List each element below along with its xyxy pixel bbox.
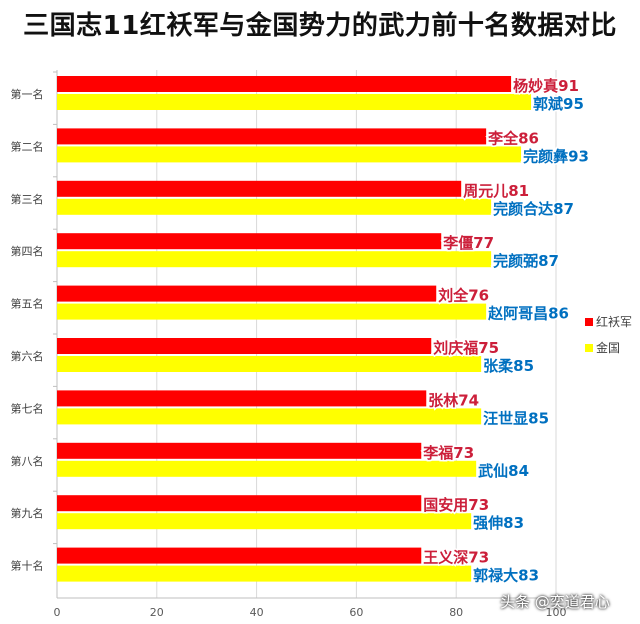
data-label: 周元儿81 bbox=[463, 182, 529, 200]
legend-swatch bbox=[585, 344, 593, 352]
category-label: 第一名 bbox=[11, 87, 44, 101]
x-tick-label: 40 bbox=[250, 606, 264, 619]
bar-red bbox=[57, 442, 422, 459]
data-label: 完颜合达87 bbox=[493, 200, 574, 218]
data-label: 王义深73 bbox=[423, 549, 489, 567]
data-label: 武仙84 bbox=[478, 462, 529, 480]
category-label: 第九名 bbox=[11, 506, 44, 520]
category-label: 第七名 bbox=[11, 401, 44, 415]
data-label: 国安用73 bbox=[423, 496, 489, 514]
category-label: 第四名 bbox=[11, 244, 44, 258]
data-label: 刘全76 bbox=[438, 287, 489, 305]
category-label: 第三名 bbox=[11, 192, 44, 206]
x-tick-label: 60 bbox=[349, 606, 363, 619]
data-label: 郭斌95 bbox=[533, 95, 584, 113]
legend-label: 金国 bbox=[596, 340, 620, 355]
x-tick-label: 80 bbox=[449, 606, 463, 619]
data-label: 强伸83 bbox=[473, 514, 524, 532]
data-label: 李僵77 bbox=[442, 234, 494, 252]
data-label: 郭禄大83 bbox=[473, 567, 539, 585]
bar-yellow bbox=[57, 565, 472, 582]
data-label: 李全86 bbox=[487, 129, 539, 147]
x-tick-label: 20 bbox=[150, 606, 164, 619]
bar-red bbox=[57, 233, 442, 250]
bar-red bbox=[57, 495, 422, 512]
legend-swatch bbox=[585, 318, 593, 326]
bar-yellow bbox=[57, 513, 472, 530]
category-label: 第五名 bbox=[11, 297, 44, 311]
bar-yellow bbox=[57, 356, 482, 372]
bar-yellow bbox=[57, 94, 532, 110]
chart-title: 三国志11红袄军与金国势力的武力前十名数据对比 bbox=[23, 11, 617, 41]
bar-yellow bbox=[57, 251, 492, 268]
data-label: 赵阿哥昌86 bbox=[487, 305, 569, 323]
bar-yellow bbox=[57, 408, 482, 425]
bars bbox=[57, 76, 532, 582]
x-tick-label: 0 bbox=[54, 606, 61, 619]
bar-yellow bbox=[57, 146, 522, 163]
bar-red bbox=[57, 547, 422, 564]
bar-red bbox=[57, 180, 462, 197]
data-label: 杨妙真91 bbox=[513, 77, 579, 95]
data-label: 完颜弼87 bbox=[493, 252, 559, 270]
bar-red bbox=[57, 390, 427, 407]
watermark: 头条 @奕道君心 bbox=[500, 593, 610, 611]
x-tick-labels: 0 20 40 60 80 100 bbox=[54, 606, 567, 619]
bar-yellow bbox=[57, 198, 492, 215]
category-label: 第六名 bbox=[11, 349, 44, 363]
data-label: 刘庆福75 bbox=[433, 339, 499, 357]
data-label: 张柔85 bbox=[483, 357, 534, 375]
data-label: 完颜彝93 bbox=[523, 147, 589, 165]
bar-red bbox=[57, 128, 487, 145]
data-label: 李福73 bbox=[422, 444, 474, 462]
data-label: 汪世显85 bbox=[483, 409, 549, 427]
category-label: 第二名 bbox=[11, 139, 44, 153]
bar-red bbox=[57, 285, 437, 302]
legend-label: 红袄军 bbox=[596, 314, 632, 329]
bar-yellow bbox=[57, 303, 487, 320]
bar-red bbox=[57, 76, 512, 92]
bar-red bbox=[57, 338, 432, 354]
bar-yellow bbox=[57, 460, 477, 477]
category-label: 第十名 bbox=[11, 559, 44, 573]
x-tick-label: 100 bbox=[546, 606, 567, 619]
data-label: 张林74 bbox=[428, 391, 479, 409]
category-label: 第八名 bbox=[11, 454, 44, 468]
